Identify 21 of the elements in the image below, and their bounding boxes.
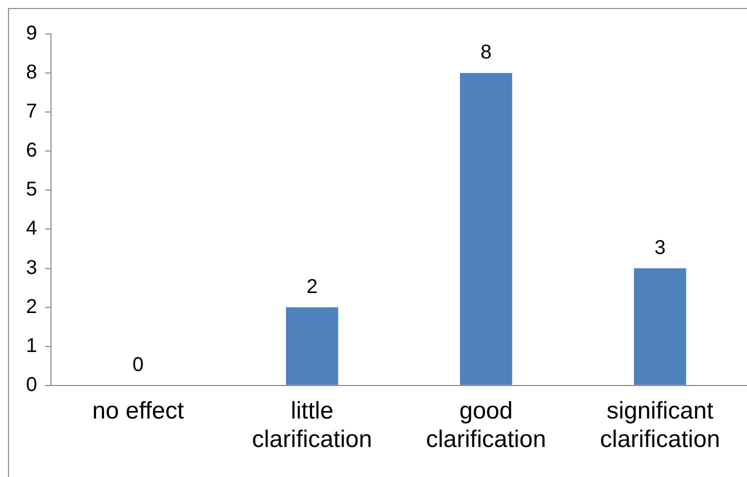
y-tick-label: 0 <box>26 374 38 396</box>
y-tick-label: 5 <box>26 178 38 201</box>
data-label: 3 <box>654 236 666 259</box>
y-tick-label: 3 <box>26 256 38 279</box>
y-tick-label: 2 <box>26 296 38 318</box>
y-tick-label: 8 <box>26 62 38 84</box>
bar <box>460 73 512 385</box>
data-label: 2 <box>306 276 318 298</box>
x-tick-label: little clarification <box>252 397 372 454</box>
x-tick-label: no effect <box>92 397 184 424</box>
x-tick-label: significant clarification <box>600 397 720 454</box>
x-tick-label: good clarification <box>426 397 546 454</box>
y-tick-label: 4 <box>26 218 38 240</box>
y-tick-label: 1 <box>26 334 38 357</box>
y-tick-label: 9 <box>26 22 38 45</box>
bar <box>634 268 686 385</box>
bar <box>286 307 338 385</box>
y-tick-label: 7 <box>26 100 38 123</box>
data-label: 0 <box>132 354 144 376</box>
data-label: 8 <box>480 42 492 64</box>
y-tick-label: 6 <box>26 140 38 162</box>
